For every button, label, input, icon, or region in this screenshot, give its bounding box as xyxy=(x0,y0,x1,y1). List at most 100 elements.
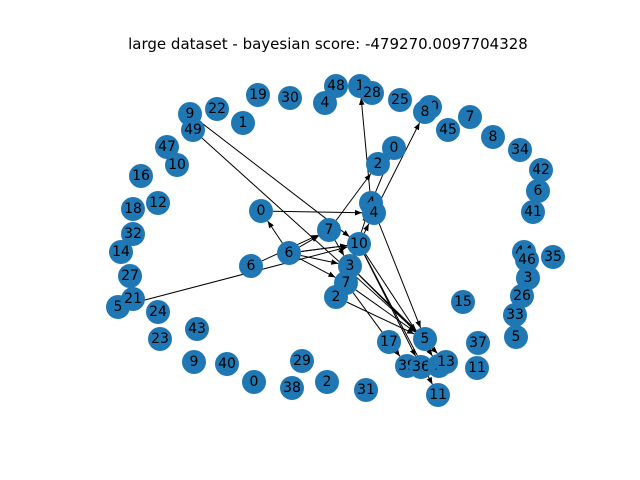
graph-node-n2a: 2 xyxy=(315,370,339,394)
graph-node-n0c: 0 xyxy=(249,199,273,223)
node-circle xyxy=(347,232,371,256)
node-label: 6 xyxy=(534,183,543,199)
nodes-layer: 4812843019252087458344264122949147101618… xyxy=(106,74,565,407)
graph-node-n22: 22 xyxy=(205,97,229,121)
node-circle xyxy=(181,118,205,142)
edge-n6c-n10b xyxy=(300,243,348,252)
edge-n4b-n1a xyxy=(358,97,371,192)
node-label: 41 xyxy=(524,204,542,220)
node-circle xyxy=(249,199,273,223)
graph-node-n23: 23 xyxy=(148,327,172,351)
node-label: 12 xyxy=(149,195,167,211)
node-label: 7 xyxy=(342,275,351,291)
node-label: 7 xyxy=(325,222,334,238)
node-label: 36 xyxy=(412,359,430,375)
edge-n10b-n4c xyxy=(363,223,370,234)
node-label: 19 xyxy=(249,87,267,103)
node-circle xyxy=(231,111,255,135)
edge-n6c-n7b xyxy=(299,235,319,248)
node-circle xyxy=(529,158,553,182)
node-circle xyxy=(121,287,145,311)
node-label: 49 xyxy=(184,122,202,138)
node-circle xyxy=(239,254,263,278)
node-label: 18 xyxy=(124,201,142,217)
graph-node-n25: 25 xyxy=(388,88,412,112)
node-circle xyxy=(146,300,170,324)
graph-node-n4c: 4 xyxy=(362,201,386,225)
graph-node-n24: 24 xyxy=(146,300,170,324)
node-label: 47 xyxy=(158,139,176,155)
node-circle xyxy=(503,303,527,327)
edge-n7b-n2b xyxy=(335,173,372,221)
graph-node-n5b: 5 xyxy=(413,327,437,351)
graph-node-n0b: 0 xyxy=(382,136,406,160)
node-label: 11 xyxy=(468,360,486,376)
node-circle xyxy=(277,241,301,265)
node-label: 32 xyxy=(124,226,142,242)
graph-node-n6c: 6 xyxy=(277,241,301,265)
graph-node-n41: 41 xyxy=(521,200,545,224)
node-circle xyxy=(465,356,489,380)
node-label: 0 xyxy=(250,374,259,390)
node-label: 9 xyxy=(186,106,195,122)
node-circle xyxy=(315,370,339,394)
node-label: 21 xyxy=(124,291,142,307)
node-label: 5 xyxy=(114,299,123,315)
graph-node-n35: 35 xyxy=(541,245,565,269)
node-label: 17 xyxy=(380,334,398,350)
edge-n7b-n3a xyxy=(334,240,345,256)
graph-node-n37: 37 xyxy=(466,331,490,355)
node-label: 48 xyxy=(327,78,345,94)
graph-node-n10a: 10 xyxy=(165,153,189,177)
graph-node-n8a: 8 xyxy=(413,100,437,124)
graph-node-n2c: 2 xyxy=(324,285,348,309)
node-label: 6 xyxy=(247,258,256,274)
graph-node-n27: 27 xyxy=(118,264,142,288)
node-circle xyxy=(278,86,302,110)
node-circle xyxy=(246,83,270,107)
edge-n6c-n3a xyxy=(300,255,339,265)
graph-node-n6b: 6 xyxy=(239,254,263,278)
graph-node-n16: 16 xyxy=(129,164,153,188)
node-circle xyxy=(515,248,539,272)
node-label: 37 xyxy=(469,335,487,351)
node-label: 8 xyxy=(489,129,498,145)
node-circle xyxy=(148,327,172,351)
graph-node-n12: 12 xyxy=(146,191,170,215)
graph-node-n6a: 6 xyxy=(526,179,550,203)
edge-n49-n5b xyxy=(201,137,417,332)
graph-node-n7a: 7 xyxy=(458,105,482,129)
node-circle xyxy=(436,118,460,142)
node-label: 42 xyxy=(532,162,550,178)
node-label: 5 xyxy=(421,331,430,347)
node-circle xyxy=(121,197,145,221)
graph-node-n49: 49 xyxy=(181,118,205,142)
node-circle xyxy=(434,350,458,374)
node-label: 9 xyxy=(190,354,199,370)
node-label: 15 xyxy=(454,294,472,310)
node-label: 0 xyxy=(257,203,266,219)
graph-node-n40: 40 xyxy=(215,352,239,376)
node-circle xyxy=(521,200,545,224)
node-label: 16 xyxy=(132,168,150,184)
graph-node-n11b: 11 xyxy=(426,383,450,407)
node-label: 38 xyxy=(283,380,301,396)
node-circle xyxy=(413,327,437,351)
node-circle xyxy=(280,376,304,400)
graph-node-n18: 18 xyxy=(121,197,145,221)
graph-node-n21: 21 xyxy=(121,287,145,311)
node-circle xyxy=(317,218,341,242)
graph-node-n43: 43 xyxy=(185,317,209,341)
node-circle xyxy=(242,370,266,394)
node-circle xyxy=(155,135,179,159)
graph-node-n0a: 0 xyxy=(242,370,266,394)
node-circle xyxy=(388,88,412,112)
node-label: 10 xyxy=(168,157,186,173)
node-circle xyxy=(366,152,390,176)
node-circle xyxy=(165,153,189,177)
node-circle xyxy=(205,97,229,121)
graph-node-n47: 47 xyxy=(155,135,179,159)
node-circle xyxy=(215,352,239,376)
node-label: 33 xyxy=(506,307,524,323)
node-label: 1 xyxy=(356,78,365,94)
